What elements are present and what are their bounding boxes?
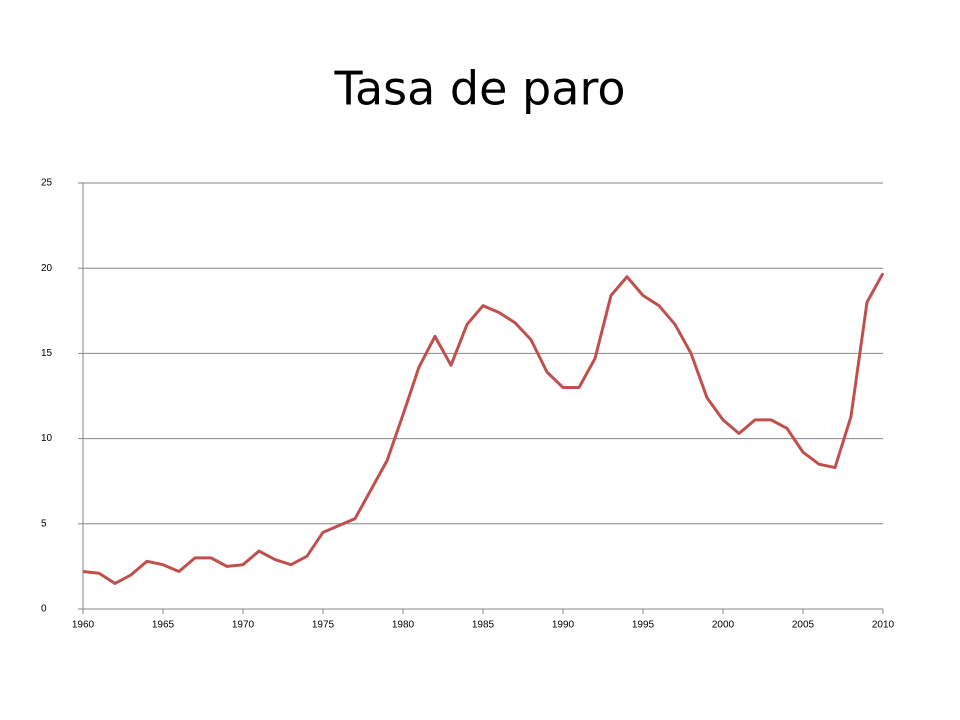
chart-title: Tasa de paro — [333, 62, 625, 116]
x-tick-label: 1975 — [312, 620, 335, 631]
y-tick-label: 15 — [41, 348, 53, 359]
x-tick-label: 2010 — [872, 620, 895, 631]
x-tick-label: 1960 — [72, 620, 95, 631]
y-tick-label: 20 — [41, 263, 53, 274]
y-tick-label: 5 — [41, 518, 47, 529]
data-line — [82, 272, 885, 585]
x-tick-label: 2005 — [792, 620, 815, 631]
y-tick-label: 0 — [41, 604, 47, 615]
y-tick-label: 10 — [41, 433, 53, 444]
x-tick-label: 1990 — [552, 620, 575, 631]
x-tick-label: 2000 — [712, 620, 735, 631]
x-tick-label: 1965 — [152, 620, 175, 631]
x-tick-label: 1985 — [472, 620, 495, 631]
y-tick-label: 25 — [41, 178, 53, 189]
x-tick-label: 1970 — [232, 620, 255, 631]
x-tick-label: 1980 — [392, 620, 415, 631]
x-tick-label: 1995 — [632, 620, 655, 631]
